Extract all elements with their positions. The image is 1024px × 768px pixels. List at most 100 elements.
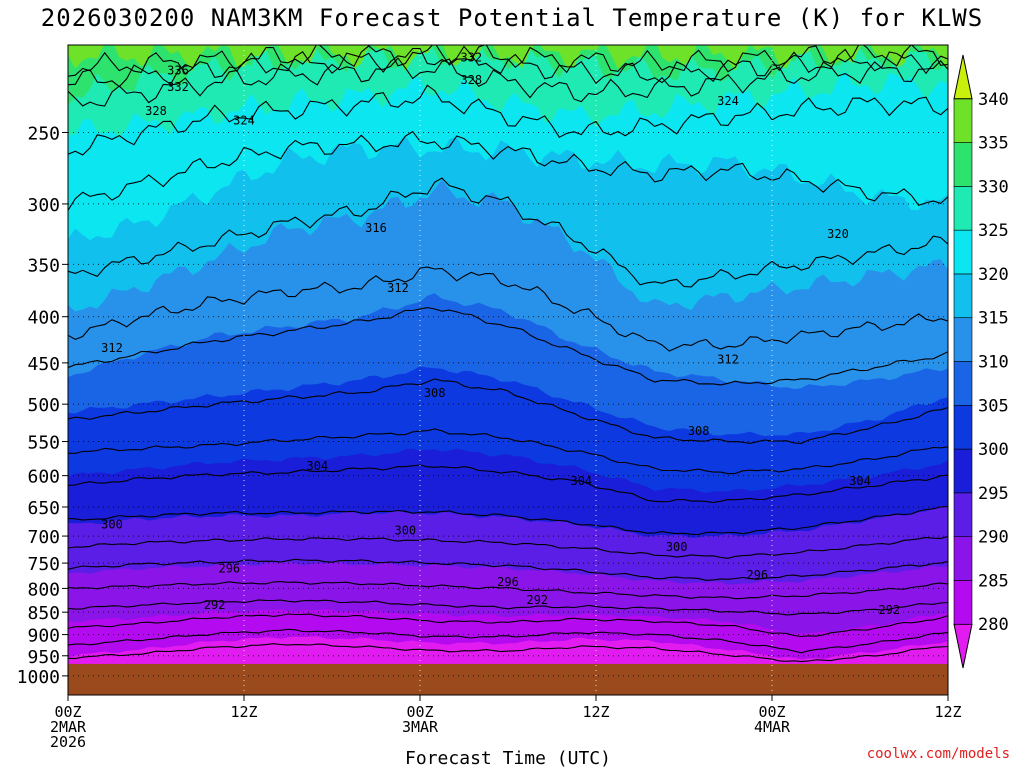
watermark-text: coolwx.com/models: [866, 746, 1010, 762]
colorbar-label: 305: [978, 396, 1009, 416]
colorbar-label: 335: [978, 134, 1009, 154]
x-tick-label: 12Z: [934, 703, 961, 721]
isentrope-label: 300: [101, 518, 123, 532]
x-tick-label: 2MAR: [50, 718, 87, 736]
colorbar-label: 330: [978, 177, 1009, 197]
colorbar-swatch: [953, 142, 973, 187]
colorbar-swatch: [953, 54, 973, 100]
isentrope-line: [68, 45, 948, 77]
colorbar-swatch: [953, 273, 973, 319]
x-tick-label: 3MAR: [402, 718, 439, 736]
isentrope-line: [68, 57, 948, 107]
colorbar-label: 290: [978, 528, 1009, 548]
isentrope-line: [68, 378, 948, 444]
y-tick-label: 250: [27, 123, 60, 144]
isentrope-line: [68, 628, 948, 654]
isentrope-line: [68, 428, 948, 475]
y-tick-label: 450: [27, 354, 60, 375]
isentrope-label: 308: [424, 386, 446, 400]
y-tick-label: 800: [27, 579, 60, 600]
isentrope-label: 304: [306, 459, 328, 473]
isentrope-line: [68, 535, 948, 559]
colorbar-swatch: [953, 580, 973, 625]
colorbar-swatch: [953, 98, 973, 143]
isentrope-label: 332: [167, 80, 189, 94]
plot-frame: [67, 44, 949, 696]
colorbar-swatch: [953, 448, 973, 494]
isentrope-line: [68, 84, 948, 156]
isentrope-label: 312: [717, 352, 739, 366]
isentrope-label: 304: [849, 474, 871, 488]
y-tick-label: 500: [27, 395, 60, 416]
isentrope-label: 296: [746, 568, 768, 582]
chart-title: 2026030200 NAM3KM Forecast Potential Tem…: [40, 4, 984, 32]
isentrope-line: [68, 643, 948, 663]
colorbar-label: 310: [978, 353, 1009, 373]
isentrope-label: 304: [570, 474, 592, 488]
colorbar-label: 285: [978, 571, 1009, 591]
ground-layer: [68, 663, 948, 695]
colorbar-label: 325: [978, 221, 1009, 241]
isentrope-label: 300: [666, 540, 688, 554]
isentrope-label: 328: [145, 104, 167, 118]
isentrope-label: 328: [460, 73, 482, 87]
colorbar-swatch: [953, 186, 973, 231]
isentrope-label: 324: [717, 94, 739, 108]
colorbar-label: 295: [978, 484, 1009, 504]
colorbar-swatch: [953, 229, 973, 275]
y-tick-label: 1000: [17, 667, 60, 688]
y-tick-label: 300: [27, 195, 60, 216]
colorbar-label: 300: [978, 440, 1009, 460]
colorbar-swatch: [953, 623, 973, 669]
y-tick-label: 600: [27, 467, 60, 488]
isentrope-line: [68, 307, 948, 386]
y-axis: 2503003504004505005506006507007508008509…: [17, 123, 68, 688]
y-tick-label: 700: [27, 527, 60, 548]
isentrope-line: [68, 266, 948, 352]
y-tick-label: 650: [27, 498, 60, 519]
ground-fill: [68, 663, 948, 695]
x-tick-label: 00Z: [54, 703, 81, 721]
x-tick-label: 12Z: [230, 703, 257, 721]
colorbar-label: 280: [978, 615, 1009, 635]
colorbar-label: 315: [978, 309, 1009, 329]
isentrope-line: [68, 130, 948, 211]
isentrope-label: 308: [688, 424, 710, 438]
isentrope-line: [68, 505, 948, 536]
isentrope-label: 312: [101, 341, 123, 355]
isentrope-label: 324: [233, 114, 255, 128]
y-tick-label: 750: [27, 554, 60, 575]
colorbar-label: 320: [978, 265, 1009, 285]
colorbar-swatch: [953, 492, 973, 537]
isentrope-label: 296: [497, 575, 519, 589]
grid-layer: [68, 45, 948, 695]
isentrope-label: 336: [167, 64, 189, 78]
x-tick-label: 00Z: [758, 703, 785, 721]
y-tick-label: 900: [27, 626, 60, 647]
y-tick-label: 400: [27, 308, 60, 329]
x-tick-label: 00Z: [406, 703, 433, 721]
isentrope-label: 296: [218, 561, 240, 575]
isentrope-label: 292: [204, 598, 226, 612]
isentrope-line: [68, 464, 948, 504]
isentrope-label-layer: 3363323283243323283243203163123123123083…: [101, 51, 900, 617]
theta-band-340: [68, 45, 948, 72]
isentrope-label: 292: [526, 593, 548, 607]
isentrope-label: 300: [394, 523, 416, 537]
isentrope-line: [68, 581, 948, 600]
y-tick-label: 550: [27, 433, 60, 454]
isentrope-label: 320: [827, 227, 849, 241]
colorbar-swatch: [953, 317, 973, 362]
isentrope-label: 316: [365, 221, 387, 235]
colorbar-swatch: [953, 404, 973, 450]
isentrope-layer: [68, 45, 948, 663]
y-tick-label: 850: [27, 603, 60, 624]
isentrope-line: [68, 177, 948, 288]
x-tick-label: 12Z: [582, 703, 609, 721]
isentrope-label: 292: [878, 603, 900, 617]
colorbar-swatch: [953, 361, 973, 406]
isentrope-line: [68, 45, 948, 88]
colorbar: 340 335 330 325 320 315 310 305 300 295 290 285 280: [953, 54, 1009, 669]
